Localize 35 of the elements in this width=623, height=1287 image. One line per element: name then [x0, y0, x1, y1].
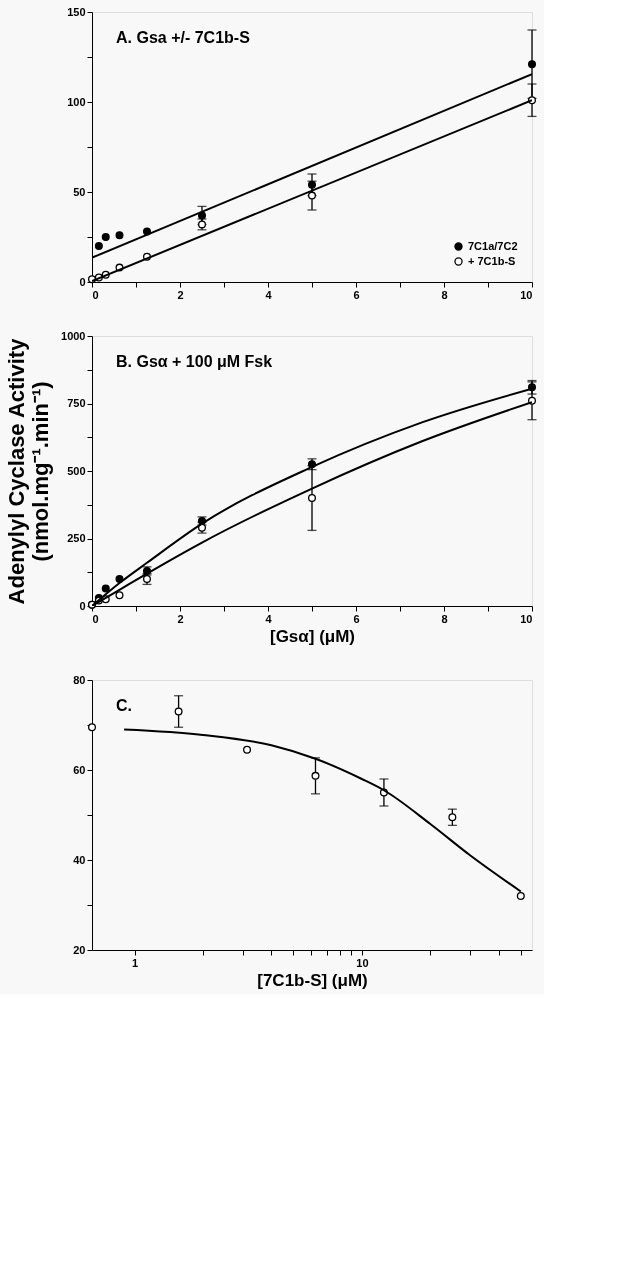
x-tick-label: 4: [265, 288, 273, 301]
y-tick-label: 50: [73, 185, 86, 198]
y-tick-label: 500: [67, 464, 86, 477]
y-tick-label: 100: [67, 95, 86, 108]
x-axis-title: [7C1b-S] (μM): [257, 970, 368, 990]
x-tick-label: 1: [131, 956, 139, 969]
x-tick-label: 2: [177, 288, 184, 301]
y-tick-label: 40: [73, 853, 86, 866]
text: B. Gsα + 100 μM Fsk: [116, 353, 273, 370]
x-tick-label: 4: [265, 612, 273, 625]
x-tick-label: 8: [441, 288, 448, 301]
y-tick-label: 80: [73, 673, 86, 686]
x-tick-label: 0: [92, 288, 99, 301]
y-axis-title: Adenylyl Cyclase Activity (nmol.mg⁻¹.min⁻¹): [4, 337, 54, 605]
y-tick-label: 1000: [61, 329, 86, 342]
x-tick-label: 10: [520, 288, 533, 301]
x-tick-label: 0: [92, 612, 99, 625]
x-tick-label: 10: [520, 612, 533, 625]
y-tick-label: 0: [79, 599, 86, 612]
y-tick-label: 150: [67, 5, 86, 18]
y-tick-label: 250: [67, 532, 86, 544]
x-tick-label: 8: [441, 612, 448, 625]
legend-label: 7C1a/7C2: [468, 239, 518, 252]
x-tick-label: 6: [353, 612, 360, 625]
x-tick-label: 6: [353, 288, 360, 301]
text: C.: [116, 697, 132, 714]
y-tick-label: 750: [67, 397, 86, 409]
y-tick-label: 20: [73, 943, 86, 956]
x-axis-title: [Gsα] (μM): [269, 626, 356, 646]
x-tick-label: 10: [356, 956, 369, 969]
y-tick-label: 60: [73, 763, 86, 776]
x-tick-label: 2: [177, 612, 184, 625]
legend-label: + 7C1b-S: [468, 254, 516, 267]
text: A. Gsa +/- 7C1b-S: [116, 29, 251, 46]
y-tick-label: 0: [79, 275, 86, 288]
